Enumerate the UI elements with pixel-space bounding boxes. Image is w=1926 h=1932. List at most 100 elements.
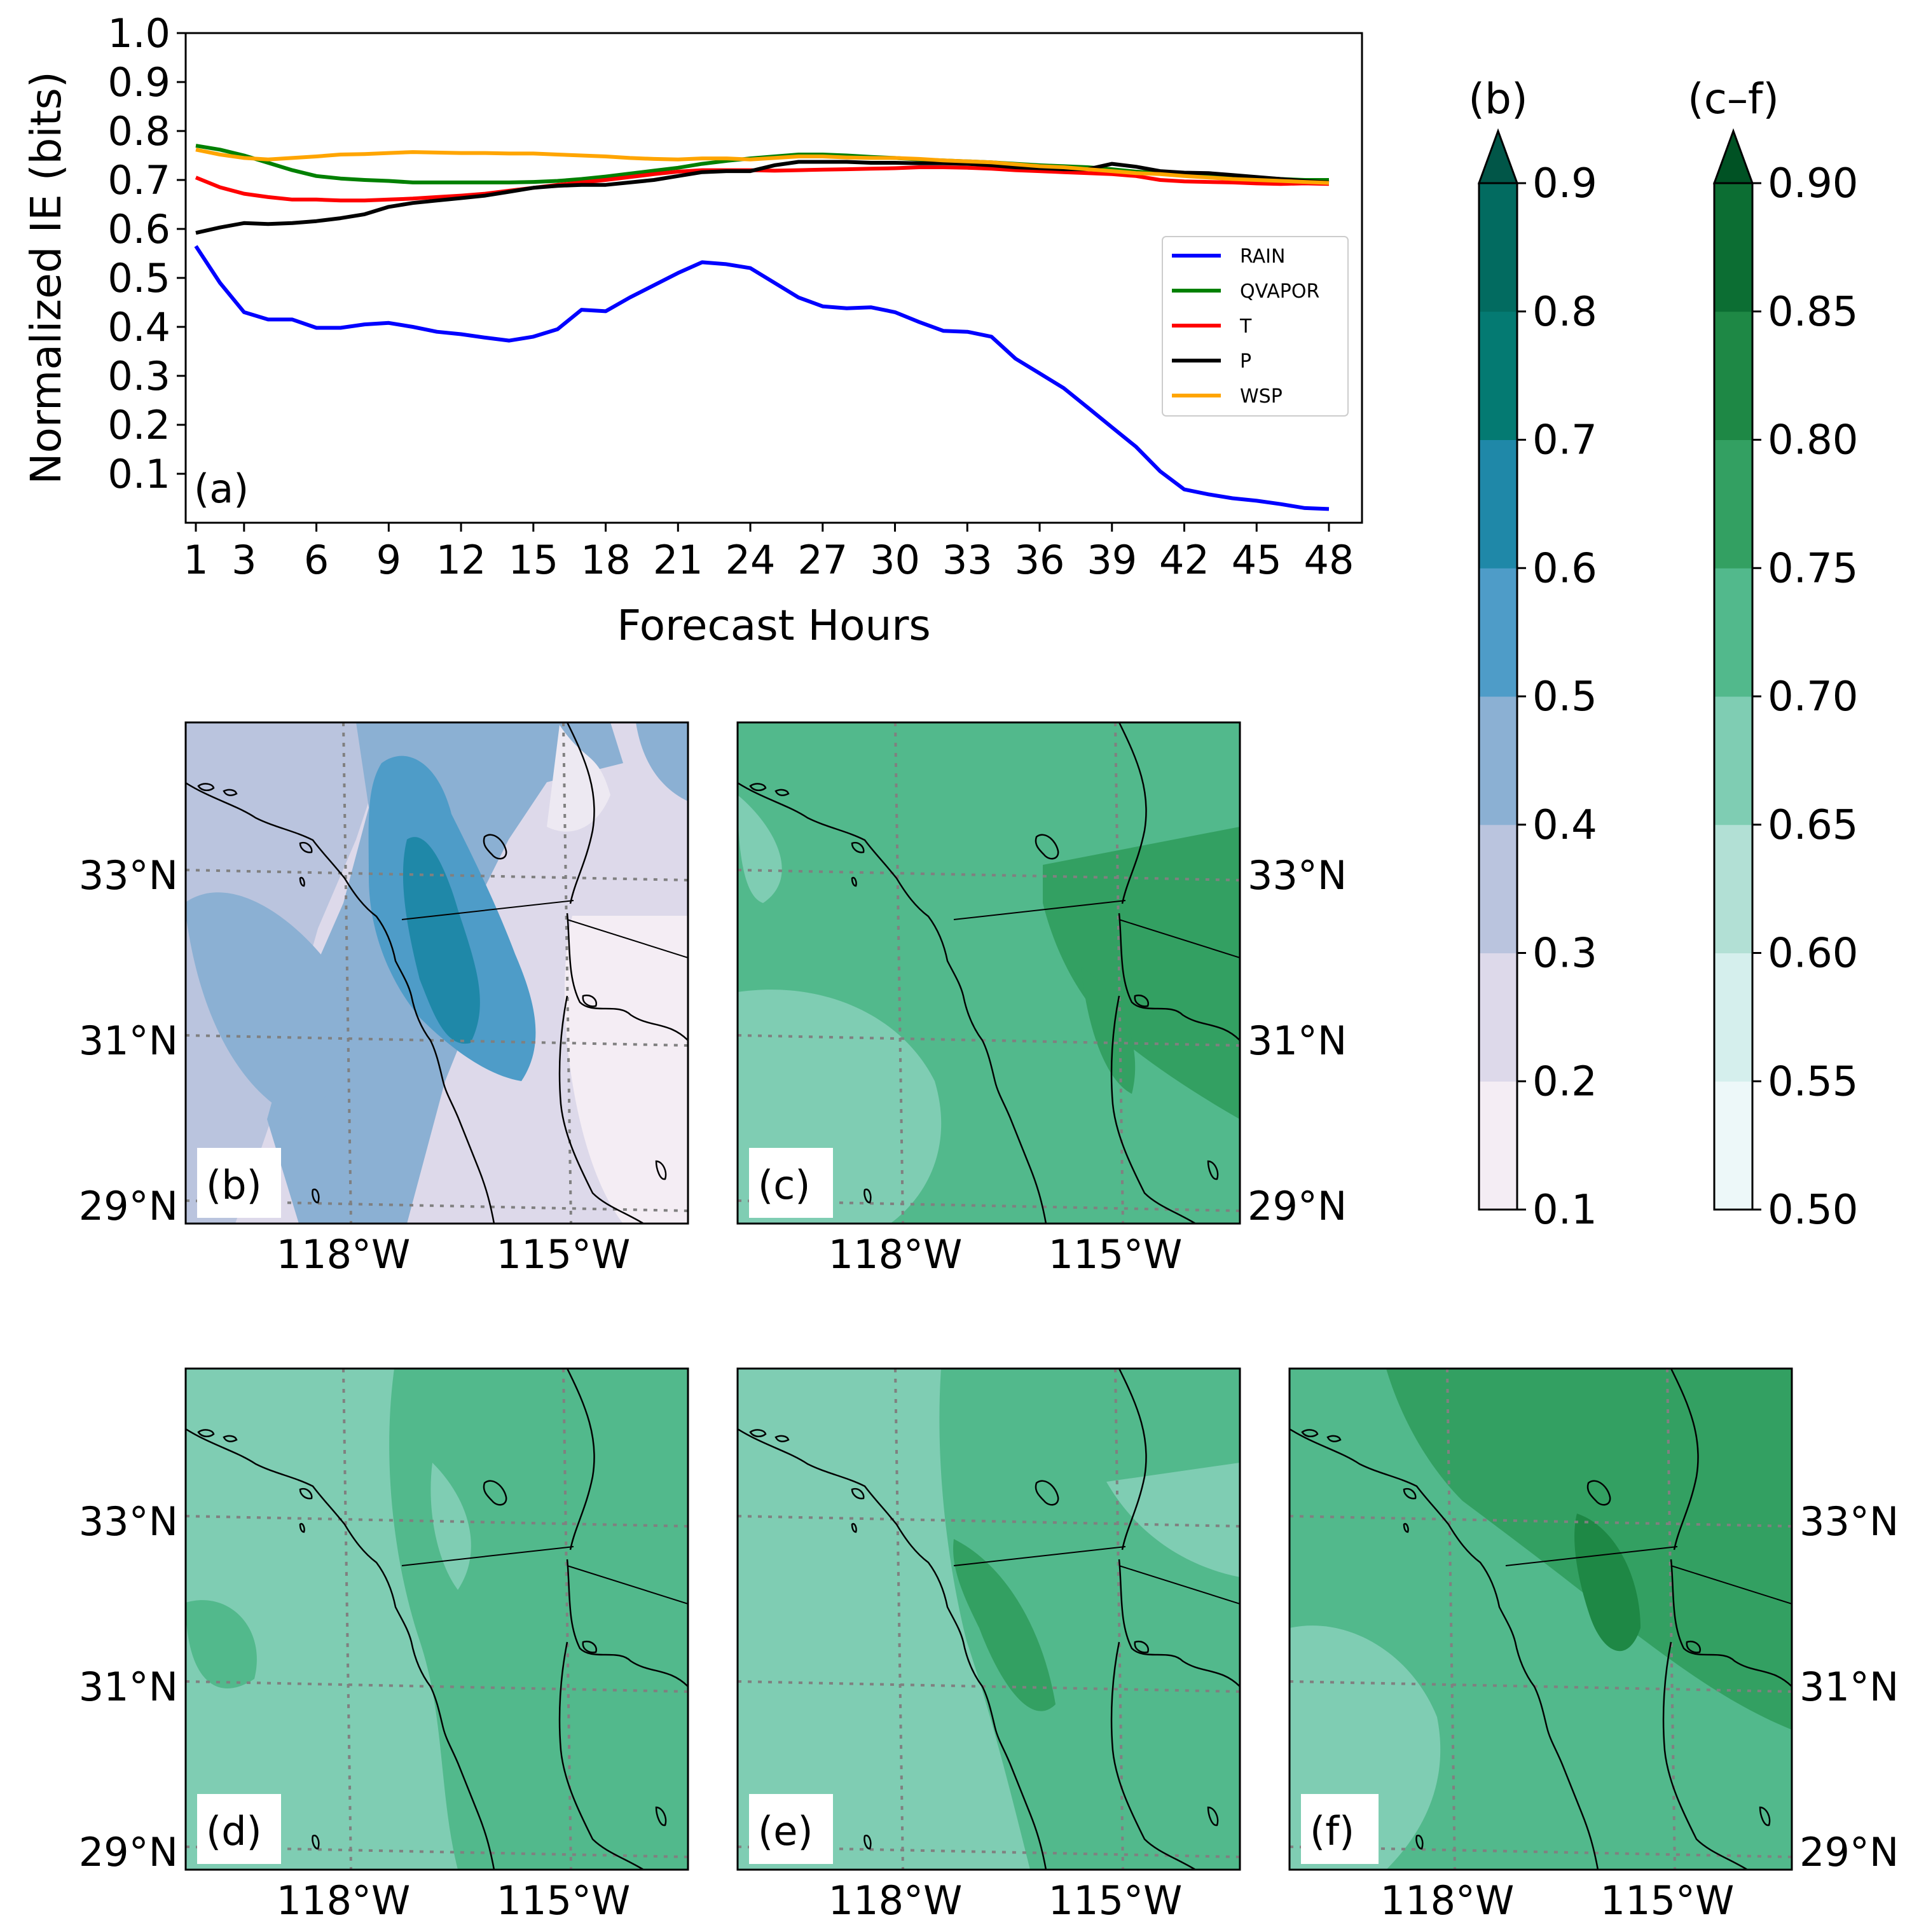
country-border	[1670, 1565, 1792, 1604]
coastline	[1670, 1559, 1792, 1687]
coastline	[1118, 1369, 1147, 1550]
map-d-region-east	[389, 1369, 688, 1870]
island	[483, 834, 507, 860]
map-f-region-peak	[1574, 1514, 1641, 1652]
y-tick-label: 1.0	[107, 10, 170, 57]
y-tick-label: 0.5	[107, 255, 170, 301]
x-tick-label: 24	[726, 537, 776, 583]
island	[197, 1429, 215, 1437]
lon-tick-label: 115°W	[1049, 1877, 1183, 1924]
colorbar-bin	[1479, 1081, 1517, 1210]
island	[582, 994, 598, 1007]
map-panel-b	[186, 722, 688, 1224]
lat-tick-label: 31°N	[79, 1018, 178, 1064]
colorbar-bin	[1479, 568, 1517, 697]
x-tick-label: 27	[797, 537, 848, 583]
map-panel-c	[738, 722, 1240, 1224]
gridline-lat	[738, 869, 1240, 881]
x-tick-label: 3	[231, 537, 256, 583]
map-c-region-low-w	[738, 795, 782, 903]
island	[312, 1189, 320, 1204]
map-frame	[1288, 1367, 1793, 1871]
x-tick-label: 12	[436, 537, 486, 583]
legend-label-p: P	[1240, 350, 1251, 373]
lat-tick-label: 33°N	[79, 852, 178, 899]
island	[1134, 994, 1150, 1007]
colorbar-tick-label: 0.80	[1768, 417, 1859, 464]
colorbars: (b) (c–f) 0.1 0.2 0.3 0.4 0.5 0.6 0.7 0.8 0.9 0.5…	[1468, 74, 1858, 1234]
y-tick-label: 0.1	[107, 451, 170, 497]
lon-tick-label: 115°W	[1049, 1231, 1183, 1278]
lon-tick-label: 118°W	[829, 1231, 963, 1278]
map-d-region-light-patch	[430, 1463, 471, 1590]
gridline-lon	[342, 722, 352, 1224]
colorbar-tick-label: 0.70	[1768, 673, 1859, 721]
colorbar-tick-label: 0.9	[1532, 160, 1597, 207]
colorbar-bin	[1479, 824, 1517, 953]
panel-label-box-b	[197, 1148, 281, 1218]
island	[1301, 1429, 1319, 1437]
x-tick-label: 18	[581, 537, 631, 583]
colorbar-tick-label: 0.2	[1532, 1058, 1597, 1105]
x-tick-label: 9	[376, 537, 401, 583]
series-line-t	[195, 165, 1330, 203]
island	[197, 783, 215, 791]
colorbar-bin	[1714, 1081, 1752, 1210]
map-frame	[184, 721, 689, 1225]
colorbar-bin	[1714, 696, 1752, 825]
map-overlay-e: 118°W 115°W	[736, 1367, 1241, 1924]
coastline	[566, 913, 688, 1041]
legend-box	[1162, 236, 1349, 417]
coastline	[1118, 913, 1240, 1041]
island	[851, 1522, 857, 1533]
lat-tick-label: 33°N	[79, 1498, 178, 1545]
coastline	[1670, 1369, 1699, 1550]
panel-label-box-e	[749, 1794, 833, 1864]
gridline-lat	[738, 1515, 1240, 1528]
coastline	[1110, 1641, 1196, 1870]
coastline	[1110, 995, 1196, 1224]
gridline-lat	[186, 1515, 688, 1528]
country-border	[401, 1546, 574, 1566]
country-border	[1118, 1565, 1240, 1604]
x-axis-label: Forecast Hours	[617, 601, 931, 650]
lat-tick-label: 31°N	[1799, 1664, 1899, 1710]
series-line-rain	[194, 245, 1330, 511]
y-axis-ticks: 0.10.20.30.40.50.60.70.80.91.0	[107, 10, 186, 497]
x-tick-label: 21	[653, 537, 703, 583]
island	[1686, 1640, 1702, 1653]
island	[749, 783, 767, 791]
panel-label-b: (b)	[206, 1162, 262, 1208]
island	[1403, 1522, 1409, 1533]
island	[299, 1522, 305, 1533]
x-tick-label: 36	[1015, 537, 1065, 583]
panel-label-f: (f)	[1310, 1808, 1354, 1854]
lat-tick-label: 33°N	[1248, 852, 1347, 899]
map-c-region-high-e	[1043, 827, 1240, 1119]
coastline	[566, 1559, 688, 1687]
gridline-lat	[186, 869, 688, 881]
island	[655, 1806, 667, 1826]
panel-label-c: (c)	[758, 1162, 810, 1208]
lon-tick-label: 115°W	[497, 1231, 631, 1278]
colorbar-tick-label: 0.75	[1768, 545, 1859, 592]
map-lines	[738, 722, 1240, 1224]
map-c-region-high-mid	[1081, 967, 1136, 1094]
coastline	[186, 1428, 495, 1870]
x-tick-label: 30	[870, 537, 920, 583]
line-chart-panel-a: 0.10.20.30.40.50.60.70.80.91.0 1 3 6 9 12 15 1…	[22, 10, 1363, 650]
colorbar-tick-label: 0.55	[1768, 1058, 1859, 1105]
series-lines	[194, 144, 1330, 511]
island	[1415, 1835, 1424, 1850]
lon-tick-label: 118°W	[829, 1877, 963, 1924]
island	[299, 1487, 313, 1500]
lat-tick-label: 31°N	[79, 1664, 178, 1710]
island	[774, 789, 790, 796]
lon-tick-label: 118°W	[1380, 1877, 1515, 1924]
island	[1134, 1640, 1150, 1653]
country-border	[567, 1565, 688, 1604]
gridline-lon	[1446, 1369, 1456, 1870]
map-overlay-f: 118°W 115°W 29°N 31°N 33°N	[1288, 1367, 1899, 1924]
map-frame	[736, 1367, 1241, 1871]
panel-label-box-c	[749, 1148, 833, 1218]
